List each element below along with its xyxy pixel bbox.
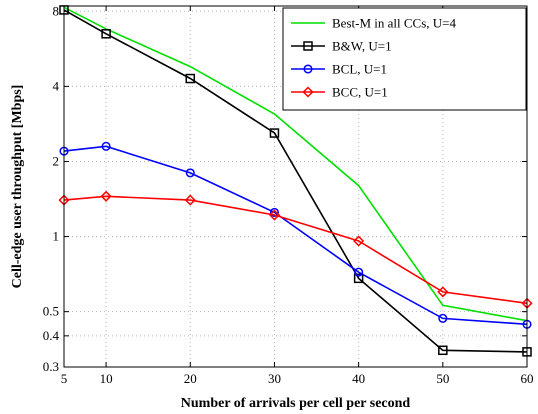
legend: Best-M in all CCs, U=4 B&W, U=1 BCL, U=1 BC… xyxy=(282,7,527,111)
x-tick-label: 50 xyxy=(436,371,449,386)
data-point xyxy=(101,29,111,39)
legend-label: BCC, U=1 xyxy=(332,85,388,100)
legend-marker xyxy=(303,41,313,51)
data-point xyxy=(438,345,448,356)
series-line xyxy=(63,195,528,305)
data-point xyxy=(437,286,449,298)
x-tick-label: 40 xyxy=(352,371,365,386)
legend-marker xyxy=(302,86,314,98)
data-point xyxy=(438,313,448,323)
y-tick-label: 0.3 xyxy=(43,359,59,374)
x-tick-label: 20 xyxy=(184,371,197,386)
y-tick-label: 1 xyxy=(53,229,60,244)
y-tick-label: 8 xyxy=(53,3,60,18)
series-lines xyxy=(58,5,533,357)
axis-ticks: 5 10 20 30 40 50 60 0.3 0.4 0.5 1 2 4 8 xyxy=(43,3,534,386)
legend-marker xyxy=(303,64,313,74)
legend-label: B&W, U=1 xyxy=(332,39,392,54)
series-line xyxy=(63,9,528,353)
legend-label: BCL, U=1 xyxy=(332,62,387,77)
x-tick-label: 30 xyxy=(268,371,281,386)
y-tick-label: 0.5 xyxy=(43,304,59,319)
y-tick-label: 0.4 xyxy=(43,328,60,343)
data-point xyxy=(268,209,281,221)
y-axis-label: Cell-edge user throughput [Mbps] xyxy=(10,85,25,289)
data-point xyxy=(185,168,195,178)
series-0 xyxy=(63,6,528,322)
legend-entry: B&W, U=1 xyxy=(291,39,392,54)
data-point xyxy=(353,273,364,284)
data-point xyxy=(269,207,280,217)
series-line xyxy=(63,145,528,326)
y-tick-label: 2 xyxy=(53,153,60,168)
series-2 xyxy=(59,141,532,329)
data-point xyxy=(101,141,111,151)
legend-entry: Best-M in all CCs, U=4 xyxy=(291,16,456,31)
x-tick-label: 60 xyxy=(521,371,534,386)
data-point xyxy=(353,235,365,247)
legend-box xyxy=(282,7,527,111)
legend-label: Best-M in all CCs, U=4 xyxy=(332,16,456,31)
data-point xyxy=(184,194,196,206)
plot-frame xyxy=(63,5,528,368)
series-line xyxy=(63,6,528,322)
x-tick-label: 5 xyxy=(61,371,68,386)
y-tick-label: 4 xyxy=(53,78,60,93)
data-point xyxy=(354,267,364,277)
x-tick-label: 10 xyxy=(100,371,113,386)
data-point xyxy=(100,190,112,202)
x-axis-label: Number of arrivals per cell per second xyxy=(181,396,411,411)
data-point xyxy=(269,128,280,138)
data-point xyxy=(185,73,196,84)
legend-entry: BCC, U=1 xyxy=(291,85,388,100)
legend-entry: BCL, U=1 xyxy=(291,62,387,77)
